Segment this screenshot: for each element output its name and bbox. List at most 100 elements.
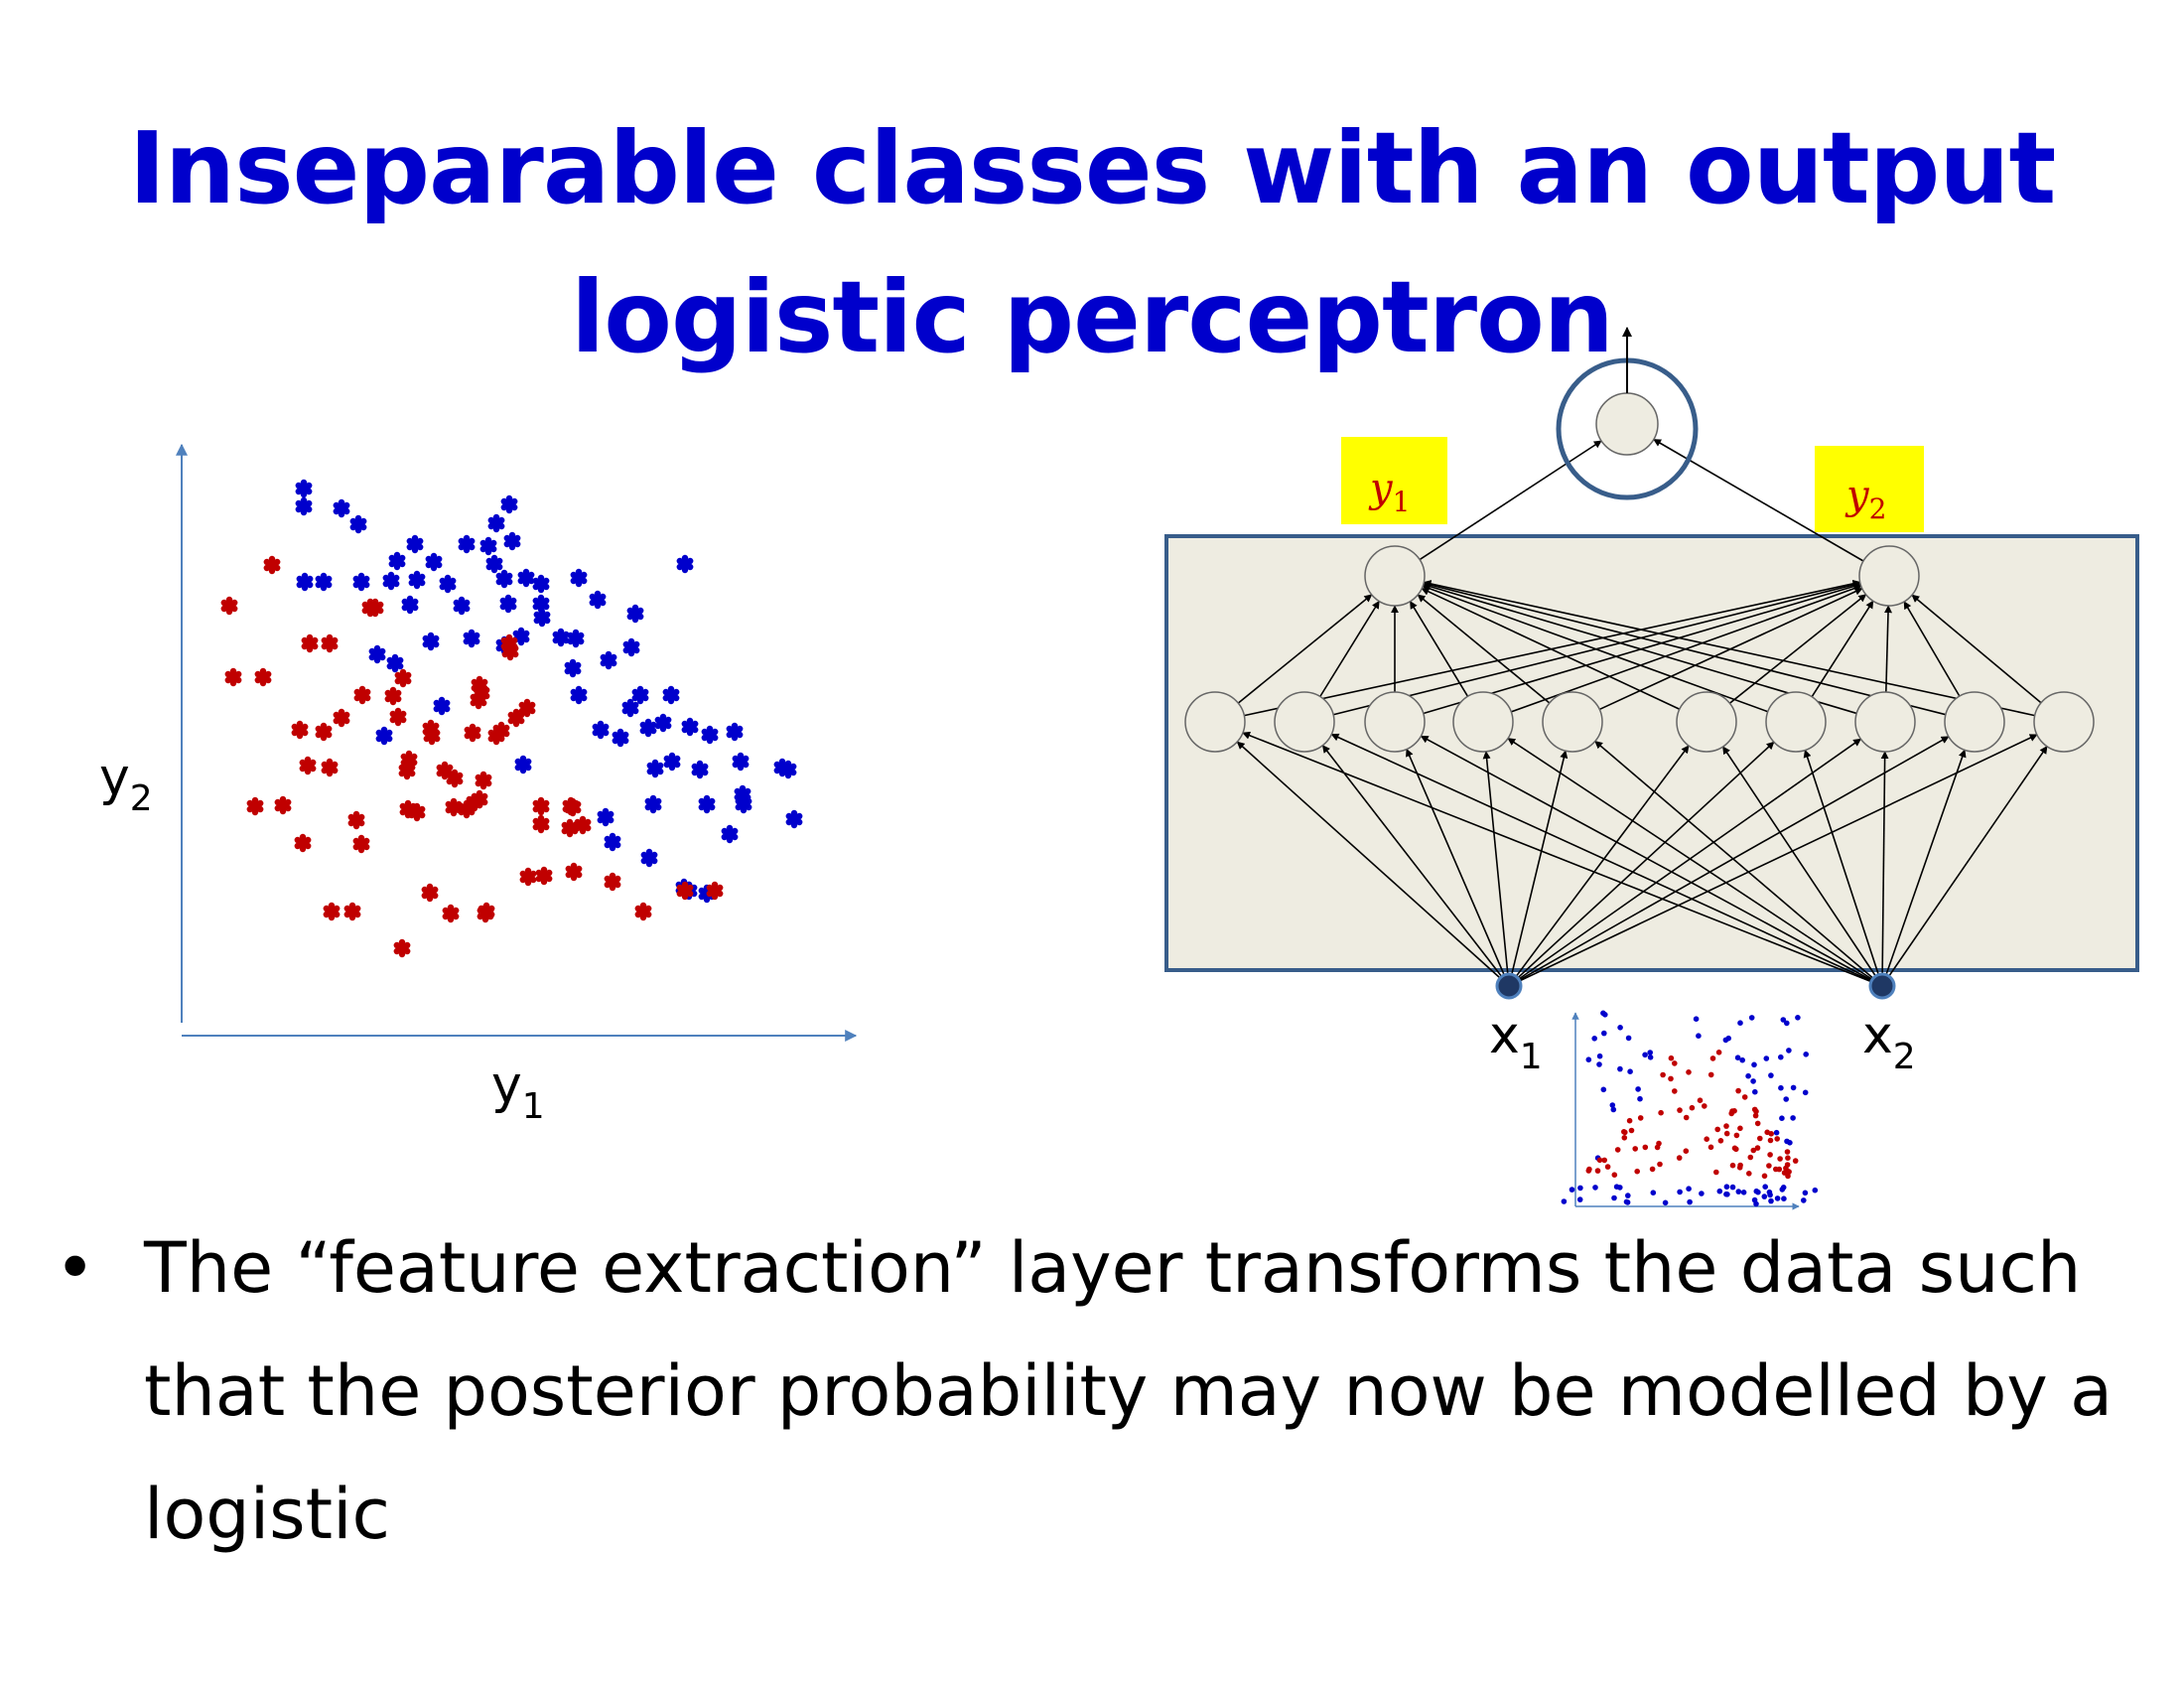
left-x-axis-label: y1 (491, 1055, 545, 1127)
input-node-1 (1495, 972, 1523, 1000)
scatter-point-blue (552, 628, 570, 647)
input-scatter-point-blue (1650, 1190, 1657, 1196)
input-scatter-point-blue (1781, 1196, 1787, 1201)
scatter-point-blue (662, 685, 680, 705)
scatter-point-red (294, 833, 312, 853)
input-scatter-point-red (1781, 1170, 1788, 1176)
edge-input2-hidden8 (1880, 751, 1889, 987)
input-scatter-point-red (1642, 1144, 1649, 1151)
scatter-point-blue (388, 551, 406, 571)
scatter-point-blue (621, 698, 639, 718)
input-scatter-point-blue (1625, 1193, 1631, 1198)
label-y2-highlight (1815, 446, 1924, 532)
scatter-point-red (301, 633, 319, 653)
input-scatter-point-blue (1739, 1056, 1745, 1063)
hidden-neuron-9 (1944, 691, 2005, 753)
input-scatter-point-red (1713, 1169, 1719, 1176)
input-scatter-point-blue (1786, 1048, 1792, 1054)
input-scatter-point-blue (1624, 1199, 1631, 1205)
edge-input1-hidden8 (1508, 738, 1862, 987)
input-scatter-point-red (1668, 1055, 1675, 1061)
scatter-point-red (315, 722, 333, 742)
input-scatter-point-blue (1635, 1086, 1641, 1092)
input-scatter-point-red (1792, 1158, 1799, 1164)
input-scatter-point-red (1676, 1155, 1683, 1161)
scatter-point-blue (382, 571, 400, 591)
input-scatter-point-red (1585, 1168, 1592, 1174)
input-scatter-point-blue (1737, 1020, 1743, 1026)
scatter-point-blue (439, 574, 457, 594)
input-scatter-point-blue (1569, 1187, 1575, 1193)
input-scatter-point-blue (1596, 1053, 1603, 1059)
scatter-point-blue (315, 572, 333, 592)
input-scatter-point-red (1614, 1147, 1621, 1153)
scatter-point-blue (681, 717, 699, 737)
input-scatter-point-blue (1778, 1084, 1784, 1091)
scatter-point-red (224, 667, 242, 687)
left-y-axis-label: y2 (99, 748, 153, 819)
hidden-neuron-2 (1274, 691, 1335, 753)
input-scatter-point-blue (1600, 1086, 1607, 1093)
scatter-point-blue (533, 608, 551, 628)
input-scatter-point-blue (1617, 1025, 1623, 1031)
scatter-point-blue (631, 685, 649, 705)
input-scatter-point-red (1733, 1132, 1740, 1139)
scatter-point-red (532, 814, 550, 834)
input-scatter-point-red (1736, 1165, 1743, 1171)
scatter-point-blue (349, 514, 367, 534)
input-scatter-point-red (1697, 1097, 1704, 1103)
input-scatter-point-blue (1617, 1065, 1623, 1072)
input-scatter-point-blue (1784, 1020, 1790, 1027)
input-scatter-point-blue (1774, 1196, 1781, 1201)
edge-input1-hidden4 (1482, 751, 1510, 987)
bullet-list: The “feature extraction” layer transform… (55, 1206, 2139, 1576)
input-scatter-point-blue (1734, 1055, 1741, 1060)
edge-hidden10-feature2 (1911, 594, 2042, 704)
input-scatter-point-red (1683, 1114, 1690, 1121)
edge-hidden7-feature1 (1422, 585, 1769, 713)
bullet-item: The “feature extraction” layer transform… (55, 1206, 2139, 1576)
edge-input1-hidden7 (1508, 741, 1775, 987)
input-scatter-point-red (1683, 1148, 1690, 1154)
input-node-2 (1868, 972, 1896, 1000)
input-scatter-point-red (1626, 1117, 1633, 1124)
input-scatter-point-red (1702, 1103, 1707, 1109)
input-scatter-point-blue (1637, 1095, 1643, 1102)
input-scatter-point-red (1785, 1155, 1791, 1161)
input-scatter-point-red (1750, 1147, 1757, 1154)
edge-input1-hidden2 (1321, 745, 1510, 987)
scatter-point-red (343, 902, 361, 921)
scatter-point-blue (517, 568, 535, 588)
scatter-point-blue (597, 807, 614, 827)
edge-input1-hidden3 (1406, 748, 1510, 987)
edge-hidden9-feature2 (1903, 601, 1961, 697)
scatter-point-blue (644, 794, 662, 814)
title-line-1: Inseparable classes with an output (128, 110, 2057, 226)
scatter-point-blue (612, 728, 629, 748)
input-scatter-point-red (1622, 1129, 1628, 1136)
input-scatter-point-red (1709, 1055, 1716, 1061)
scatter-point-blue (295, 479, 313, 498)
scatter-point-blue (485, 554, 503, 574)
edge-input1-hidden6 (1508, 745, 1690, 987)
input-scatter-point-red (1753, 1108, 1759, 1115)
scatter-point-red (291, 720, 309, 740)
input-scatter-point-red (1594, 1168, 1601, 1174)
left-scatter-points (220, 479, 803, 958)
input-scatter-point-blue (1802, 1089, 1809, 1096)
scatter-point-blue (600, 650, 617, 670)
scatter-point-blue (592, 720, 610, 740)
scatter-point-red (263, 555, 281, 575)
scatter-point-red (353, 685, 371, 705)
scatter-point-blue (296, 572, 314, 592)
edge-hidden9-feature1 (1423, 581, 1947, 716)
scatter-point-red (254, 667, 272, 687)
scatter-point-red (274, 795, 292, 815)
label-y1-highlight (1341, 437, 1447, 524)
hidden-layer (1184, 691, 2095, 753)
title-line-2: logistic perceptron (571, 259, 1614, 375)
scatter-point-blue (453, 596, 471, 616)
edge-hidden5-feature1 (1417, 594, 1551, 704)
input-scatter-point-red (1731, 1145, 1738, 1152)
